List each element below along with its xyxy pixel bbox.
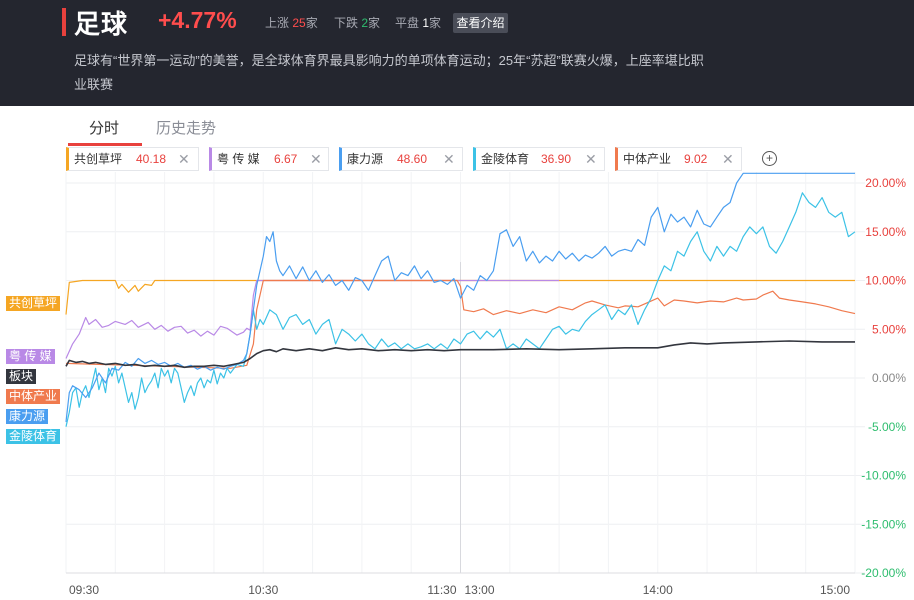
y-tick-label: 5.00% [872,322,906,336]
y-tick-label: 20.00% [865,176,906,190]
up-count: 25 [292,16,306,30]
chart-grid [65,172,865,574]
series-line [65,279,560,359]
stock-chip-jinling[interactable]: 金陵体育 36.90 ✕ [473,147,605,171]
y-tick-label: 10.00% [865,274,906,288]
stock-chip-name: 中体产业 [623,152,672,166]
close-icon[interactable]: ✕ [722,151,734,167]
stock-chip-name: 金陵体育 [481,152,530,166]
legend-tag: 粤 传 媒 [6,349,55,364]
legend-tag: 中体产业 [6,389,61,404]
plus-circle-icon[interactable]: + [762,151,777,166]
chart-tabs: 分时 历史走势 [0,106,914,146]
y-axis-ticks: 20.00% 15.00% 10.00% 5.00% 0.00% -5.00% -10.00… [861,176,906,580]
y-tick-label: 0.00% [872,371,906,385]
stock-chip-price: 6.67 [274,152,298,166]
tab-history[interactable]: 历史走势 [156,120,217,137]
x-tick-label: 09:30 [69,583,99,597]
down-count-stat: 下跌 2家 [334,14,380,31]
tab-intraday[interactable]: 分时 [89,120,120,137]
stock-chip-yuechuanmei[interactable]: 粤 传 媒 6.67 ✕ [209,147,329,171]
flat-count-stat: 平盘 1家 [395,14,441,31]
stock-chip-name: 共创草坪 [74,152,123,166]
y-tick-label: 15.00% [865,225,906,239]
y-tick-label: -5.00% [868,420,906,434]
x-tick-label: 10:30 [248,583,278,597]
x-tick-label: 13:00 [465,583,495,597]
stock-chip-price: 36.90 [541,152,572,166]
x-tick-label: 11:30 [427,583,456,597]
down-count: 2 [361,16,369,30]
down-unit: 家 [368,16,381,30]
y-tick-label: -15.00% [861,517,906,531]
stock-chip-name: 康力源 [347,152,384,166]
series-line [65,340,855,369]
x-tick-label: 14:00 [643,583,673,597]
legend-tag: 金陵体育 [6,429,61,444]
series-line [65,192,856,427]
flat-label: 平盘 [395,16,420,30]
legend-tag: 共创草坪 [6,296,61,311]
x-tick-label: 15:00 [820,583,850,597]
active-tab-underline [68,143,142,146]
stock-chip-gongchuang[interactable]: 共创草坪 40.18 ✕ [66,147,199,171]
series-line [65,279,856,369]
stock-chip-price: 9.02 [684,152,708,166]
sector-header: 足球 +4.77% 上涨 25家 下跌 2家 平盘 1家 查看介绍 足球有“世界… [0,0,914,106]
x-axis-ticks: 09:30 10:30 11:30 13:00 14:00 15:00 [69,583,850,597]
close-icon[interactable]: ✕ [585,151,597,167]
close-icon[interactable]: ✕ [310,151,322,167]
chart-series [65,172,856,427]
flat-count: 1 [422,16,430,30]
stock-chip-zhongti[interactable]: 中体产业 9.02 ✕ [615,147,742,171]
stock-chip-price: 40.18 [136,152,167,166]
up-label: 上涨 [265,16,290,30]
stock-chip-price: 48.60 [397,152,428,166]
down-label: 下跌 [334,16,359,30]
up-unit: 家 [305,16,318,30]
close-icon[interactable]: ✕ [443,151,455,167]
title-accent-bar [62,8,66,36]
sector-title: 足球 [74,9,129,39]
legend-tag: 板块 [6,369,37,384]
y-tick-label: -20.00% [861,566,906,580]
stock-chip-name: 粤 传 媒 [217,152,260,166]
sector-change-pct: +4.77% [158,7,237,33]
view-intro-button[interactable]: 查看介绍 [453,13,508,33]
y-tick-label: -10.00% [861,469,906,483]
up-count-stat: 上涨 25家 [265,14,318,31]
legend-tag: 康力源 [6,409,49,424]
flat-unit: 家 [429,16,442,30]
close-icon[interactable]: ✕ [178,151,190,167]
sector-description: 足球有“世界第一运动”的美誉，是全球体育界最具影响力的单项体育运动；25年“苏超… [74,53,704,92]
stock-chip-kangliyuan[interactable]: 康力源 48.60 ✕ [339,147,463,171]
